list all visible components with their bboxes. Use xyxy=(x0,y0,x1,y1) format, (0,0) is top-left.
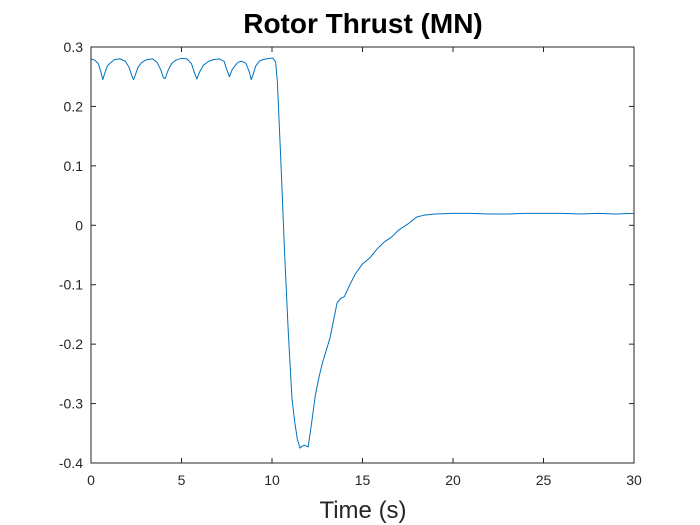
x-tick-label: 10 xyxy=(264,472,280,488)
y-tick-label: 0.3 xyxy=(64,39,84,55)
y-tick-label: -0.2 xyxy=(59,336,83,352)
x-tick-label: 20 xyxy=(445,472,461,488)
chart-title: Rotor Thrust (MN) xyxy=(243,8,483,39)
x-tick-label: 15 xyxy=(355,472,371,488)
x-axis-label: Time (s) xyxy=(319,497,406,524)
x-tick-label: 25 xyxy=(536,472,552,488)
axes-box xyxy=(90,46,635,464)
y-tick-label: -0.4 xyxy=(59,455,83,471)
y-tick-label: -0.3 xyxy=(59,396,83,412)
y-tick-label: 0.2 xyxy=(64,98,84,114)
y-tick-label: 0.1 xyxy=(64,158,84,174)
y-tick-label: 0 xyxy=(75,217,83,233)
y-tick-label: -0.1 xyxy=(59,277,83,293)
x-tick-label: 0 xyxy=(87,472,95,488)
x-tick-label: 5 xyxy=(178,472,186,488)
x-tick-label: 30 xyxy=(626,472,642,488)
plot-area: 0 5 10 15 20 25 30 0.3 0.2 0.1 0 -0.1 -0.2 -0.3 -0.4 xyxy=(59,39,642,488)
thrust-series-line xyxy=(90,57,635,449)
